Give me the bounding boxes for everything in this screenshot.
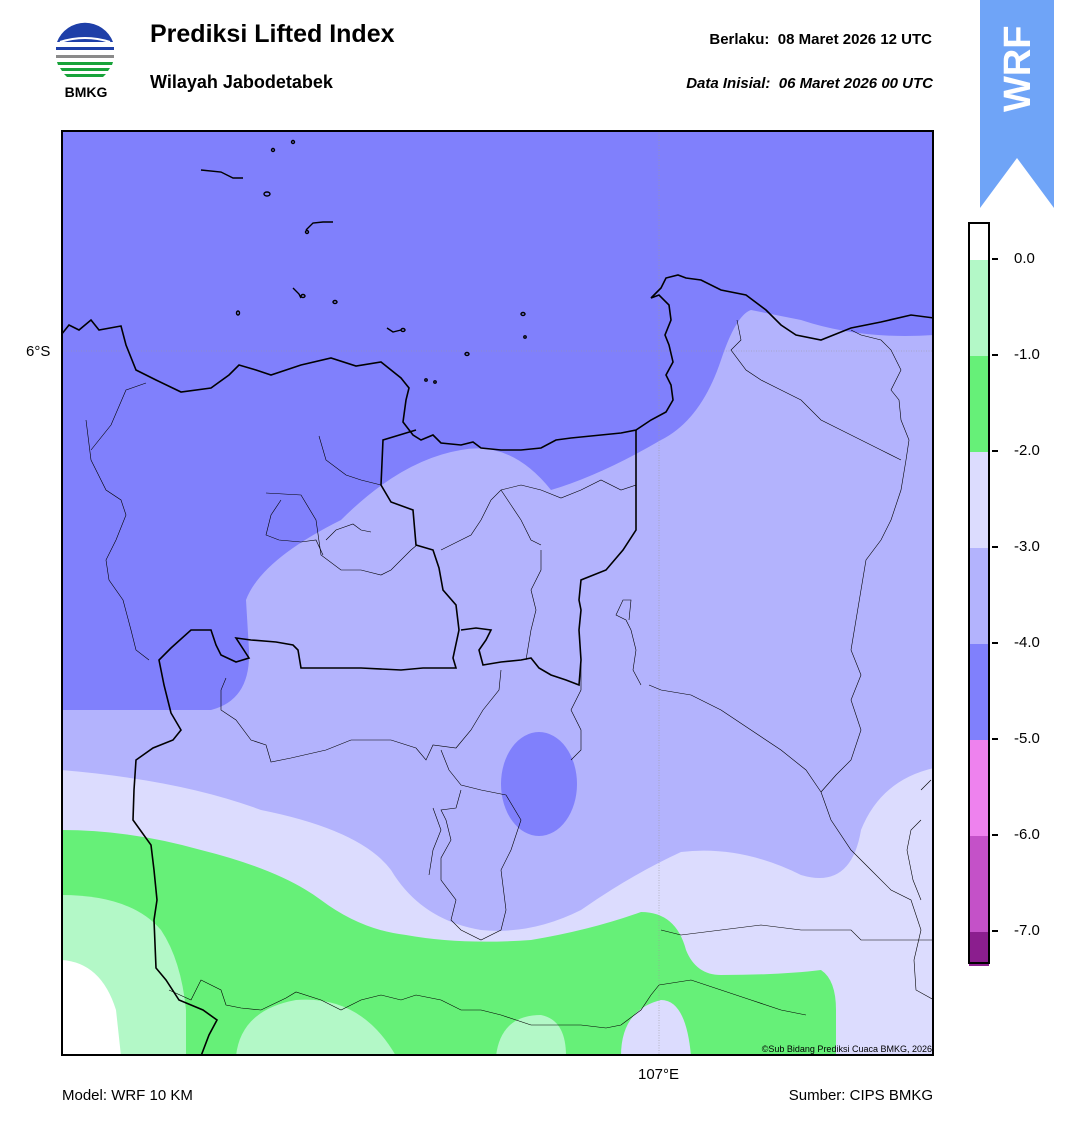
- regency-boundaries: [85, 319, 934, 1029]
- valid-time: Berlaku: 08 Maret 2026 12 UTC: [600, 31, 932, 48]
- colorbar-tick-mark: [992, 546, 998, 548]
- init-time: Data Inisial: 06 Maret 2026 00 UTC: [560, 75, 933, 92]
- colorbar-tick-label: -3.0: [1014, 538, 1040, 555]
- bmkg-logo-icon: [55, 22, 115, 83]
- wrf-badge: WRF: [980, 0, 1054, 208]
- colorbar-tick-label: -1.0: [1014, 346, 1040, 363]
- contour-minus2-to-minus3-pocket: [621, 1000, 691, 1056]
- contour-minus4-to-minus5-pocket: [501, 732, 577, 836]
- colorbar: [968, 222, 990, 966]
- contour-minus1-to-minus2: [61, 830, 836, 1056]
- page-subtitle: Wilayah Jabodetabek: [150, 72, 333, 92]
- colorbar-tick-mark: [992, 258, 998, 260]
- map-frame: [61, 130, 934, 1056]
- latitude-label: 6°S: [26, 343, 51, 360]
- colorbar-tick-label: -4.0: [1014, 634, 1040, 651]
- colorbar-tick-label: -2.0: [1014, 442, 1040, 459]
- wrf-badge-text: WRF: [997, 25, 1039, 112]
- colorbar-bin: [969, 644, 989, 740]
- province-boundary-jakarta-east: [460, 430, 637, 687]
- init-time-value: 06 Maret 2026 00 UTC: [778, 75, 933, 92]
- colorbar-tick-mark: [992, 450, 998, 452]
- colorbar-bin: [969, 932, 989, 966]
- colorbar-tick-mark: [992, 834, 998, 836]
- colorbar-bin: [969, 740, 989, 836]
- model-label: Model: WRF 10 KM: [62, 1087, 193, 1104]
- colorbar-bin: [969, 223, 989, 260]
- valid-time-label: Berlaku:: [709, 31, 770, 48]
- colorbar-tick-label: -7.0: [1014, 922, 1040, 939]
- colorbar-tick-mark: [992, 354, 998, 356]
- province-boundary: [132, 429, 460, 1056]
- page-title: Prediksi Lifted Index: [150, 20, 395, 48]
- colorbar-bin: [969, 356, 989, 452]
- colorbar-tick-label: -6.0: [1014, 826, 1040, 843]
- contour-0-to-minus1-central: [236, 999, 396, 1056]
- colorbar-bin: [969, 452, 989, 548]
- colorbar-bin: [969, 548, 989, 644]
- colorbar-tick-label: 0.0: [1014, 250, 1035, 267]
- coastline: [61, 274, 934, 451]
- logo-text: BMKG: [64, 84, 108, 100]
- colorbar-bin: [969, 260, 989, 356]
- islands: [200, 139, 527, 384]
- copyright-text: ©Sub Bidang Prediksi Cuaca BMKG, 2026: [761, 1044, 932, 1054]
- colorbar-tick-mark: [992, 930, 998, 932]
- colorbar-tick-mark: [992, 738, 998, 740]
- colorbar-tick-label: -5.0: [1014, 730, 1040, 747]
- colorbar-frame: [968, 222, 990, 964]
- contour-positive: [61, 960, 121, 1056]
- valid-time-value: 08 Maret 2026 12 UTC: [777, 31, 932, 48]
- init-time-label: Data Inisial:: [686, 75, 771, 92]
- longitude-label: 107°E: [638, 1066, 680, 1083]
- colorbar-tick-mark: [992, 642, 998, 644]
- source-label: Sumber: CIPS BMKG: [788, 1087, 933, 1104]
- lifted-index-map: [61, 130, 934, 1056]
- colorbar-bin: [969, 836, 989, 932]
